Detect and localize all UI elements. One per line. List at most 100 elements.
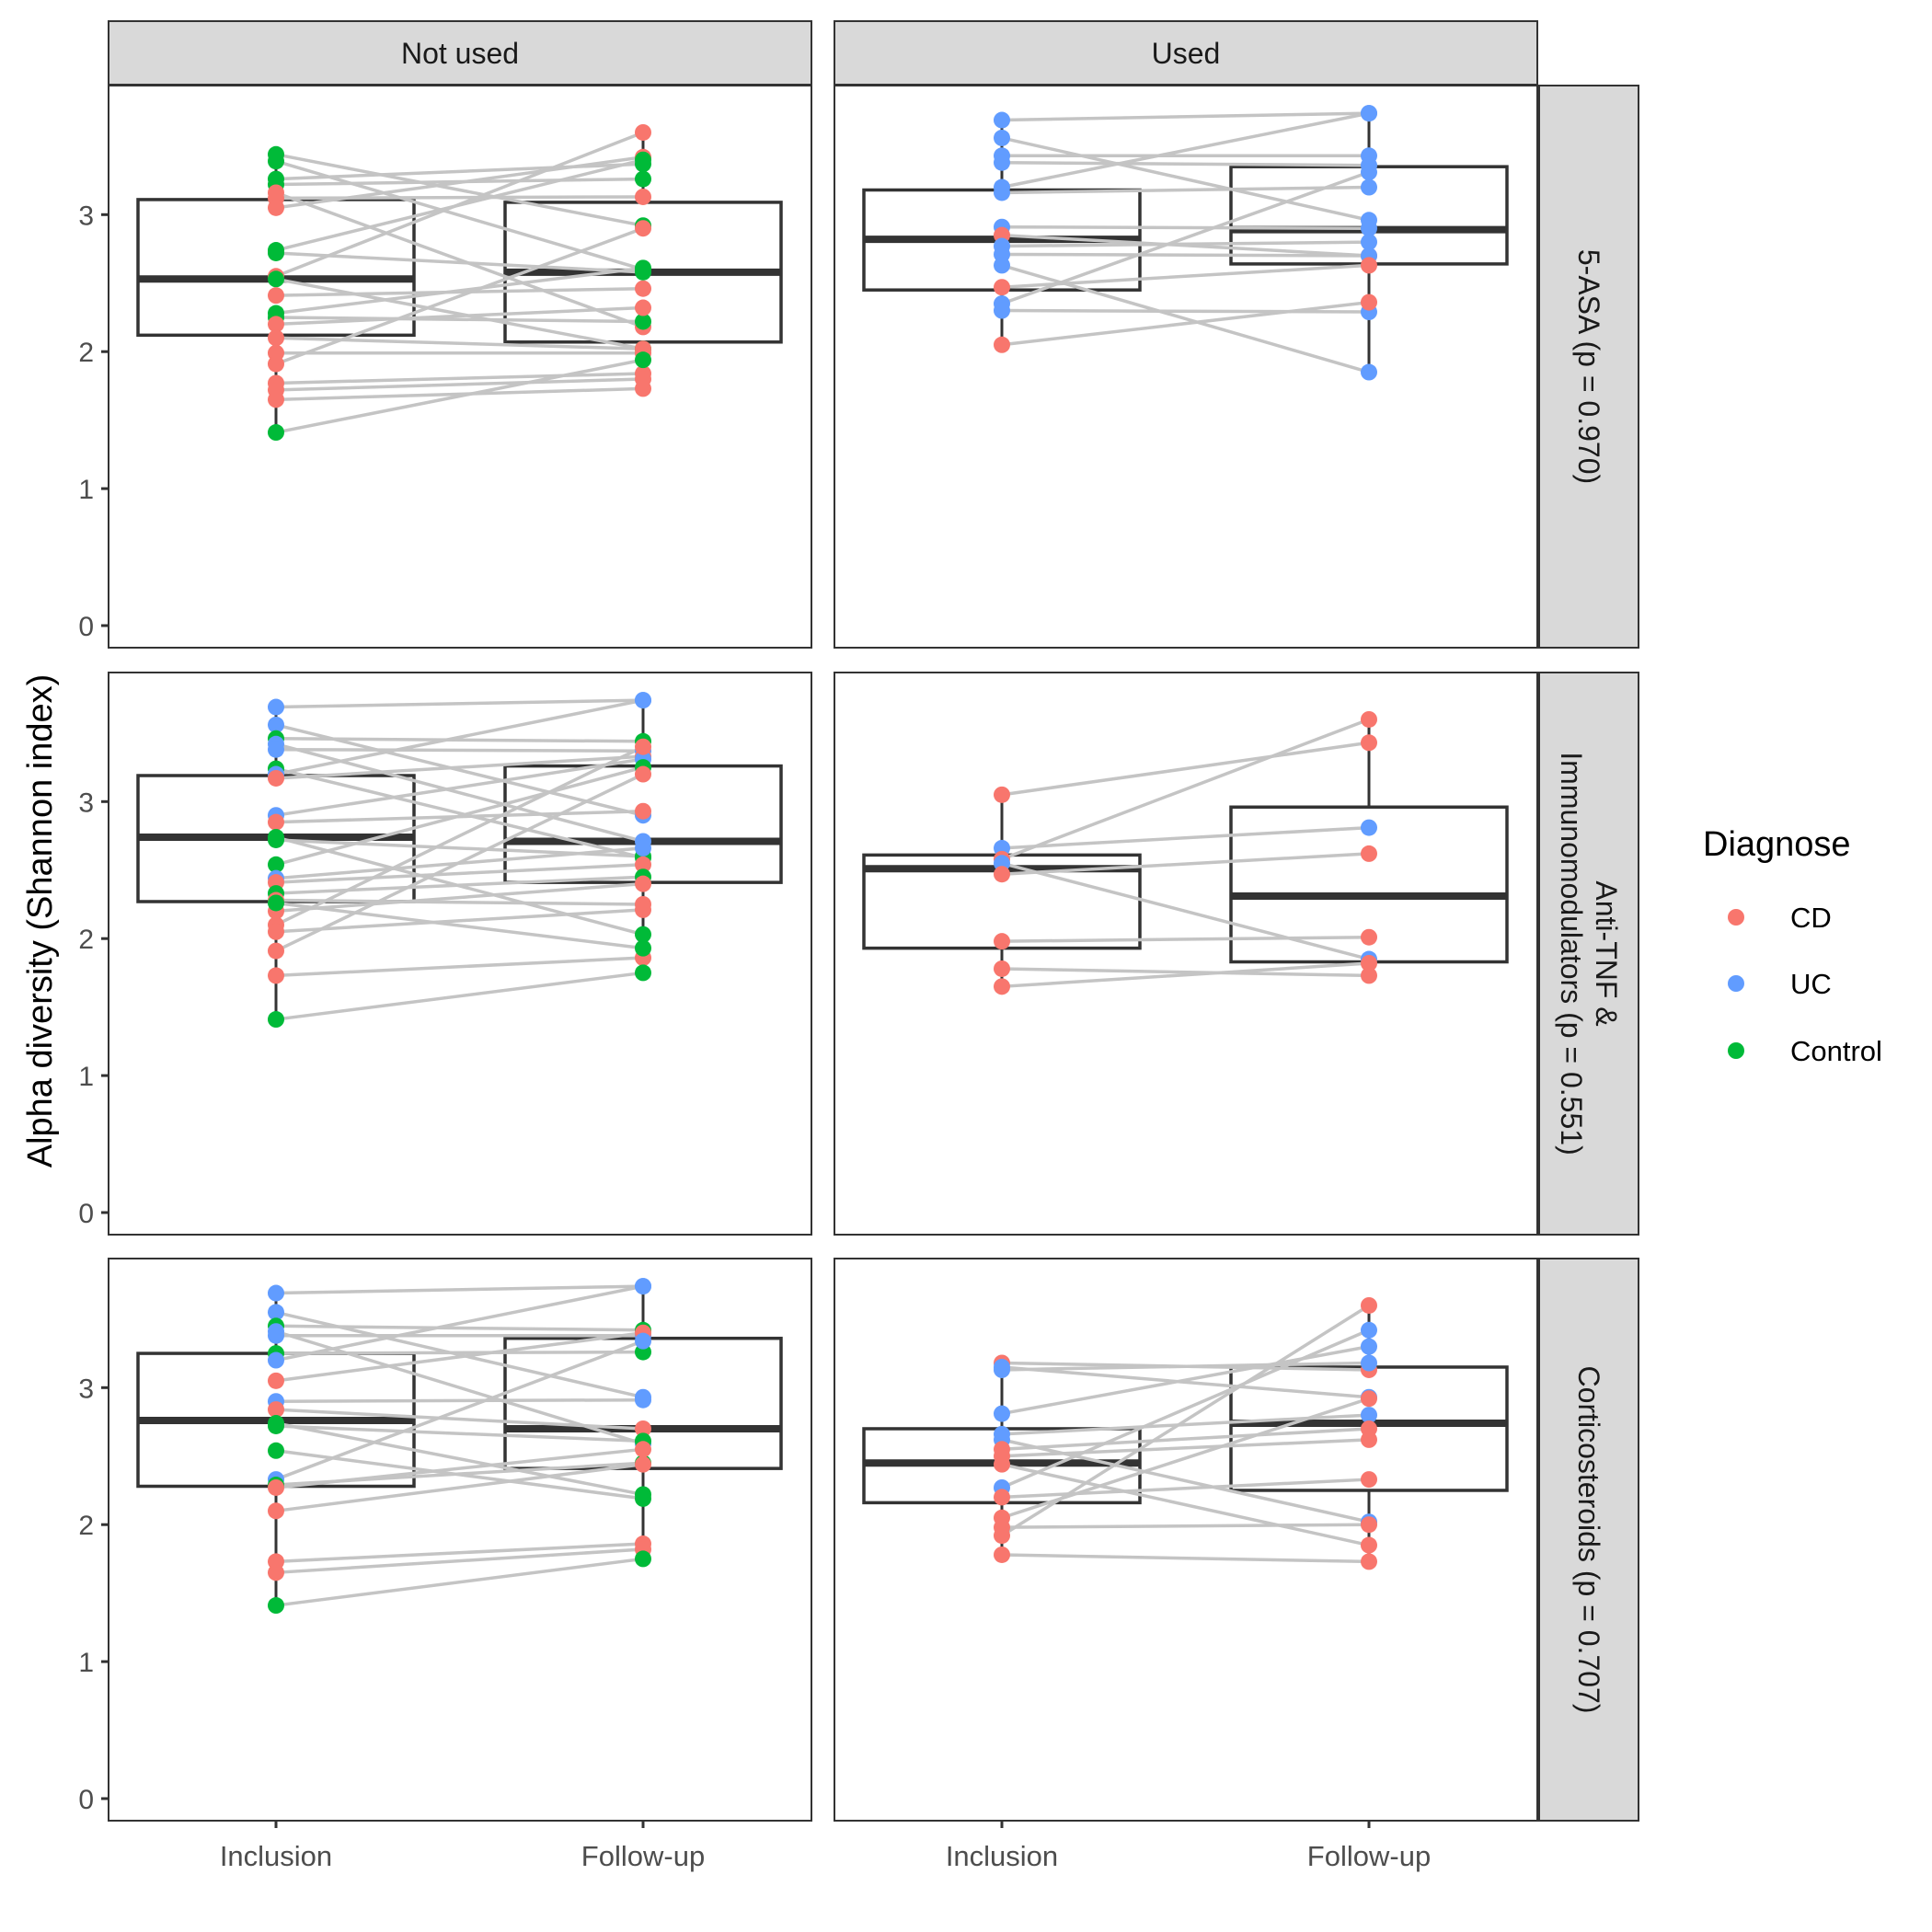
pair-line xyxy=(1001,136,1370,222)
point-follow-up-uc xyxy=(1361,178,1377,196)
point-follow-up-cd xyxy=(635,856,651,873)
point-inclusion-cd xyxy=(268,967,284,984)
row-strip-0: 5-ASA (p = 0.970) xyxy=(1538,85,1639,649)
point-follow-up-control xyxy=(635,151,651,168)
point-inclusion-uc xyxy=(268,1304,284,1321)
y-tick-label: 1 xyxy=(78,1062,94,1092)
pair-line xyxy=(275,772,644,953)
data-points xyxy=(994,105,1377,381)
point-follow-up-cd xyxy=(1361,293,1377,311)
pair-line xyxy=(1001,111,1370,122)
point-inclusion-uc xyxy=(268,698,284,716)
point-inclusion-uc xyxy=(994,302,1010,319)
pair-line xyxy=(1001,825,1370,850)
point-follow-up-cd xyxy=(1361,955,1377,972)
point-inclusion-cd xyxy=(994,336,1010,353)
point-inclusion-control xyxy=(268,894,284,912)
pair-line xyxy=(275,190,644,329)
y-tick-label: 2 xyxy=(78,925,94,955)
legend-item-cd: CD xyxy=(1728,902,1832,934)
point-inclusion-uc xyxy=(268,1327,284,1344)
pair-line xyxy=(275,908,644,934)
pair-line xyxy=(1001,224,1370,230)
legend-label: Control xyxy=(1790,1035,1882,1067)
point-inclusion-cd xyxy=(268,942,284,960)
pair-line xyxy=(1001,1365,1370,1399)
pair-line xyxy=(275,386,644,402)
y-tick-label: 1 xyxy=(78,475,94,505)
point-follow-up-cd xyxy=(635,380,651,397)
pair-line xyxy=(275,698,644,709)
row-strip-background xyxy=(1538,85,1639,649)
point-follow-up-uc xyxy=(1361,1407,1377,1424)
point-follow-up-uc xyxy=(635,1391,651,1409)
point-follow-up-cd xyxy=(635,123,651,141)
pair-line xyxy=(275,1408,644,1431)
pair-line xyxy=(1001,967,1370,978)
panel-border xyxy=(834,1258,1538,1822)
point-follow-up-cd xyxy=(1361,928,1377,946)
legend-label: UC xyxy=(1790,968,1832,1000)
pair-line xyxy=(1001,308,1370,314)
legend-key-uc xyxy=(1728,975,1744,992)
point-inclusion-cd xyxy=(994,1527,1010,1545)
point-follow-up-control xyxy=(635,351,651,369)
point-inclusion-cd xyxy=(994,1489,1010,1506)
pair-line xyxy=(275,1350,644,1355)
point-follow-up-cd xyxy=(1361,967,1377,984)
pair-line xyxy=(1001,263,1370,289)
point-follow-up-uc xyxy=(1361,1338,1377,1355)
point-follow-up-control xyxy=(635,170,651,188)
panel-border xyxy=(834,672,1538,1236)
pair-line xyxy=(275,956,644,978)
point-inclusion-cd xyxy=(268,1478,284,1496)
pair-line xyxy=(275,1397,644,1403)
point-follow-up-uc xyxy=(1361,164,1377,181)
point-inclusion-cd xyxy=(268,1372,284,1389)
point-follow-up-uc xyxy=(1361,105,1377,122)
pair-line xyxy=(275,1547,644,1575)
pair-line xyxy=(1001,1553,1370,1564)
point-inclusion-uc xyxy=(994,154,1010,171)
data-points xyxy=(268,692,651,1029)
point-inclusion-cd xyxy=(268,199,284,216)
point-inclusion-cd xyxy=(268,769,284,787)
point-follow-up-cd xyxy=(1361,1536,1377,1554)
point-follow-up-uc xyxy=(635,1278,651,1295)
pair-line xyxy=(1001,1478,1370,1500)
pair-line xyxy=(275,765,644,867)
point-follow-up-cd xyxy=(635,802,651,820)
pair-line xyxy=(275,305,644,327)
y-tick-label: 0 xyxy=(78,612,94,642)
point-follow-up-uc xyxy=(1361,1321,1377,1339)
pair-line xyxy=(275,266,644,316)
paired-lines xyxy=(1001,718,1370,989)
point-follow-up-cd xyxy=(1361,1296,1377,1314)
y-tick-label: 3 xyxy=(78,788,94,818)
point-inclusion-uc xyxy=(994,1361,1010,1378)
y-axis: 0 1 2 3 xyxy=(78,1374,109,1815)
pair-line xyxy=(275,226,644,366)
point-follow-up-control xyxy=(635,926,651,943)
pair-line xyxy=(275,153,644,227)
pair-line xyxy=(275,875,644,895)
row-strip-label: Anti-TNF & xyxy=(1590,880,1623,1026)
pair-line xyxy=(275,195,644,201)
y-tick-label: 3 xyxy=(78,1374,94,1404)
pair-line xyxy=(1001,1328,1370,1489)
panels-layer: 0 1 2 3 0 1 2 3 0 1 2 3 xyxy=(78,85,1538,1828)
y-tick-label: 0 xyxy=(78,1785,94,1815)
pair-line xyxy=(1001,1438,1370,1458)
point-follow-up-cd xyxy=(635,1455,651,1473)
row-strip-background xyxy=(1538,672,1639,1236)
point-follow-up-cd xyxy=(635,875,651,892)
y-tick-label: 1 xyxy=(78,1648,94,1678)
paired-lines xyxy=(1001,111,1370,374)
point-inclusion-cd xyxy=(994,933,1010,950)
point-follow-up-uc xyxy=(1361,234,1377,251)
y-axis-title: Alpha diversity (Shannon index) xyxy=(21,674,60,1168)
point-inclusion-cd xyxy=(268,923,284,940)
legend-item-control: Control xyxy=(1728,1035,1882,1067)
point-follow-up-cd xyxy=(1361,845,1377,862)
pair-line xyxy=(1001,1361,1370,1372)
